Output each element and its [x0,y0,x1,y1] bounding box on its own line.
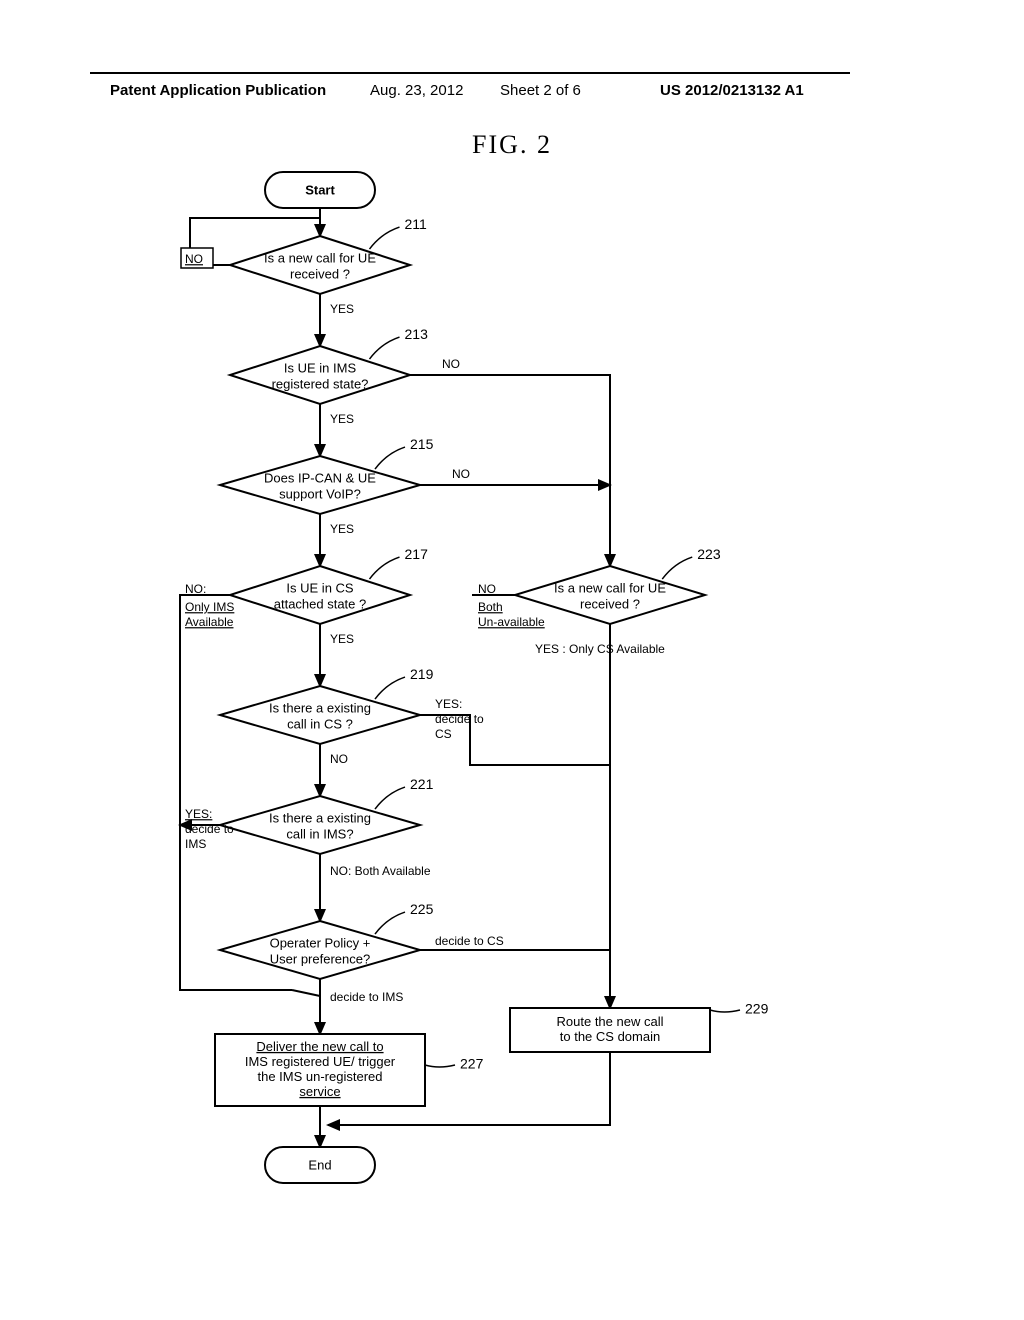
svg-text:YES: YES [330,412,354,426]
svg-text:IMS registered UE/ trigger: IMS registered UE/ trigger [245,1054,396,1069]
svg-text:211: 211 [405,216,428,232]
svg-text:attached state ?: attached state ? [274,596,367,611]
svg-text:Deliver the new call to: Deliver the new call to [256,1039,383,1054]
svg-text:decide to IMS: decide to IMS [330,990,403,1004]
svg-text:support VoIP?: support VoIP? [279,486,361,501]
svg-text:221: 221 [410,776,434,792]
svg-text:Both: Both [478,600,503,614]
svg-text:the IMS un-registered: the IMS un-registered [257,1069,382,1084]
svg-text:223: 223 [697,546,721,562]
figure-label: FIG. 2 [0,130,1024,160]
flowchart: StartIs a new call for UEreceived ?211Is… [90,160,850,1220]
svg-text:service: service [299,1084,340,1099]
svg-text:217: 217 [405,546,429,562]
svg-text:NO: Both Available: NO: Both Available [330,864,431,878]
svg-text:Start: Start [305,182,335,197]
svg-text:YES: YES [330,302,354,316]
svg-text:Is a new call for UE: Is a new call for UE [264,250,376,265]
svg-text:Available: Available [185,615,234,629]
svg-text:decide to: decide to [185,822,234,836]
svg-text:User preference?: User preference? [270,951,370,966]
svg-text:End: End [308,1157,331,1172]
svg-text:Only IMS: Only IMS [185,600,234,614]
svg-text:decide to CS: decide to CS [435,934,504,948]
svg-text:YES: YES [330,522,354,536]
svg-text:received ?: received ? [290,266,350,281]
svg-text:Un-available: Un-available [478,615,545,629]
header-rule [90,72,850,74]
sheet-number: Sheet 2 of 6 [500,82,581,99]
svg-text:Is a new call for UE: Is a new call for UE [554,580,666,595]
svg-text:NO:: NO: [185,582,206,596]
svg-text:YES : Only CS Available: YES : Only CS Available [535,642,665,656]
svg-text:Does IP-CAN & UE: Does IP-CAN & UE [264,470,376,485]
svg-text:Is UE in CS: Is UE in CS [286,580,354,595]
svg-text:call in IMS?: call in IMS? [286,826,353,841]
svg-text:NO: NO [442,357,460,371]
svg-text:NO: NO [452,467,470,481]
svg-text:NO: NO [478,582,496,596]
svg-text:YES: YES [330,632,354,646]
svg-text:call in CS ?: call in CS ? [287,716,353,731]
svg-text:to the CS domain: to the CS domain [560,1029,660,1044]
svg-text:Is UE in IMS: Is UE in IMS [284,360,357,375]
svg-text:CS: CS [435,727,452,741]
svg-text:225: 225 [410,901,434,917]
svg-text:YES:: YES: [435,697,462,711]
svg-text:NO: NO [330,752,348,766]
svg-text:decide to: decide to [435,712,484,726]
svg-text:229: 229 [745,1001,769,1017]
svg-text:215: 215 [410,436,434,452]
svg-text:YES:: YES: [185,807,212,821]
svg-text:227: 227 [460,1056,484,1072]
svg-text:received ?: received ? [580,596,640,611]
pub-code: US 2012/0213132 A1 [660,82,804,99]
svg-text:Is there a existing: Is there a existing [269,700,371,715]
pub-label: Patent Application Publication [110,82,326,99]
svg-text:NO: NO [185,252,203,266]
svg-text:registered state?: registered state? [272,376,369,391]
svg-text:IMS: IMS [185,837,206,851]
svg-text:213: 213 [405,326,429,342]
svg-text:Route the new call: Route the new call [557,1014,664,1029]
svg-text:219: 219 [410,666,434,682]
pub-date: Aug. 23, 2012 [370,82,463,99]
svg-text:Operater Policy +: Operater Policy + [270,935,371,950]
svg-text:Is there a existing: Is there a existing [269,810,371,825]
